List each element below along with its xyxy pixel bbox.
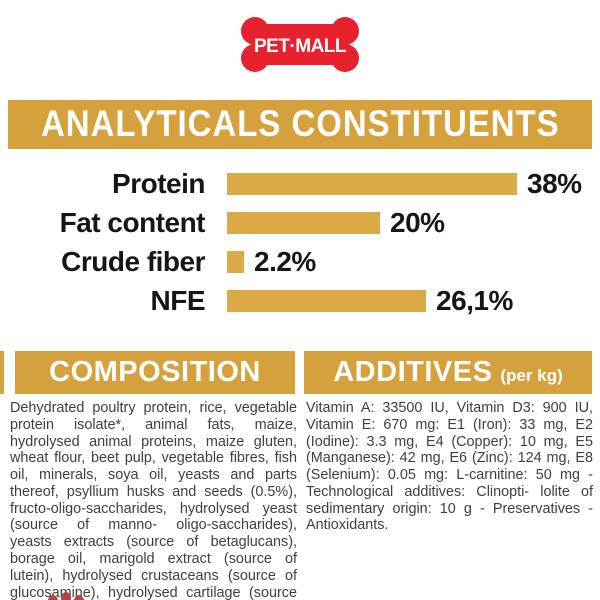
brand-logo-text: PET·MALL [254, 36, 347, 57]
chart-bar [227, 211, 380, 234]
composition-text: Dehydrated poultry protein, rice, vegeta… [10, 400, 297, 600]
left-edge-gold-strip [0, 351, 4, 394]
bone-logo-icon: PET·MALL [241, 17, 359, 72]
chart-category-label: Crude fiber [61, 245, 205, 277]
bar-chart: Protein 38% Fat content 20% Crude fiber 2.2% N… [0, 164, 600, 320]
chart-value-label: 38% [527, 167, 582, 199]
chart-category-label: NFE [150, 284, 206, 316]
additives-title: ADDITIVES [333, 356, 493, 388]
chart-bar [227, 172, 517, 195]
chart-value-label: 20% [390, 206, 445, 238]
chart-row: NFE 26,1% [0, 281, 600, 320]
chart-row: Protein 38% [0, 164, 600, 203]
analytical-constituents-banner: ANALYTICALS CONSTITUENTS [8, 100, 592, 149]
chart-category-label: Protein [112, 167, 205, 199]
additives-text: Vitamin A: 33500 IU, Vitamin D3: 900 IU,… [306, 400, 593, 534]
paw-print-icon [46, 592, 90, 600]
composition-banner: COMPOSITION [15, 351, 295, 394]
chart-bar [227, 289, 426, 312]
additives-title-suffix: (per kg) [500, 365, 563, 385]
chart-value-label: 2.2% [254, 245, 316, 277]
chart-bar [227, 250, 244, 273]
chart-row: Crude fiber 2.2% [0, 242, 600, 281]
composition-title: COMPOSITION [49, 356, 261, 388]
additives-banner: ADDITIVES (per kg) [304, 351, 592, 394]
page-title: ANALYTICALS CONSTITUENTS [40, 103, 560, 145]
chart-value-label: 26,1% [436, 284, 513, 316]
brand-logo: PET·MALL [241, 16, 359, 78]
chart-category-label: Fat content [59, 206, 206, 238]
chart-row: Fat content 20% [0, 203, 600, 242]
